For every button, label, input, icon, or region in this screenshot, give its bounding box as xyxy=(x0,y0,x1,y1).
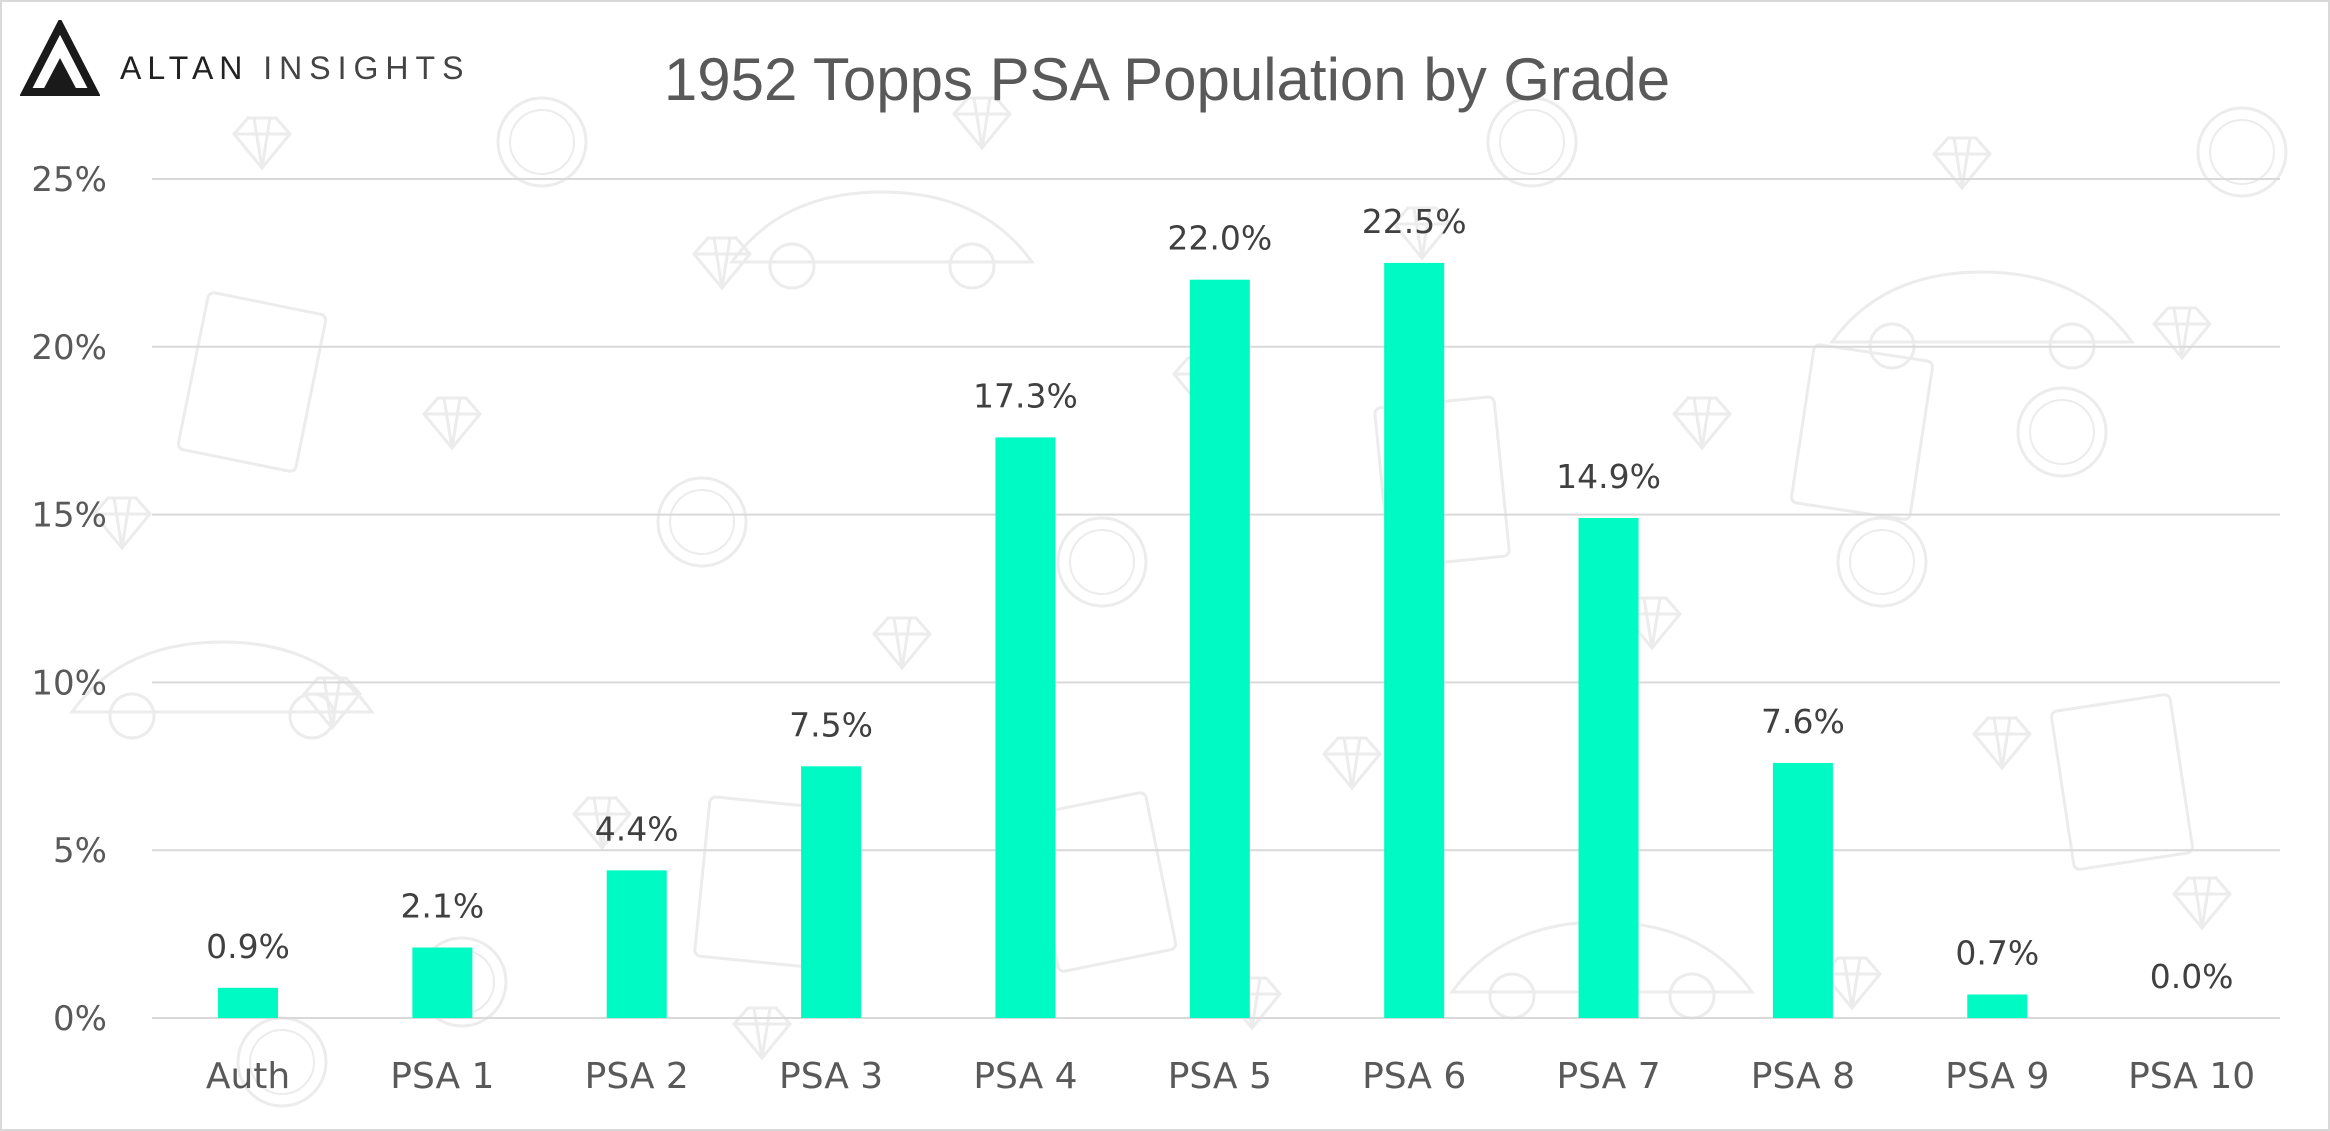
chart-title: 1952 Topps PSA Population by Grade xyxy=(664,46,1670,113)
background-coin-inner-icon xyxy=(509,109,575,175)
background-car-icon xyxy=(729,190,1035,264)
background-coin-inner-icon xyxy=(669,489,735,555)
y-axis-ticks: 0% 5% 10% 15% 20% 25% xyxy=(31,160,107,1039)
logo-word-insights: INSIGHTS xyxy=(263,50,471,86)
data-label: 14.9% xyxy=(1556,457,1661,496)
x-category-label: PSA 3 xyxy=(779,1056,883,1097)
x-category-label: Auth xyxy=(206,1056,290,1097)
data-label: 7.5% xyxy=(789,705,873,744)
background-diamond-icon xyxy=(872,616,932,671)
y-tick-label: 0% xyxy=(53,999,107,1039)
background-wheel-icon xyxy=(108,692,156,740)
x-category-label: PSA 8 xyxy=(1751,1056,1855,1097)
x-axis-categories: Auth PSA 1 PSA 2 PSA 3 PSA 4 PSA 5 PSA 6 PSA 7 P… xyxy=(206,1056,2255,1097)
background-diamond-icon xyxy=(1392,206,1452,261)
data-label: 0.0% xyxy=(2150,957,2234,996)
background-diamond-icon xyxy=(952,96,1012,151)
y-tick-label: 10% xyxy=(31,663,107,703)
background-coin-inner-icon xyxy=(2029,399,2095,465)
bar xyxy=(1384,262,1445,1018)
background-coin-icon xyxy=(496,96,588,188)
background-wheel-icon xyxy=(948,242,996,290)
background-coin-icon xyxy=(656,476,748,568)
background-diamond-icon xyxy=(732,1006,792,1061)
bar xyxy=(1772,762,1833,1018)
y-tick-label: 20% xyxy=(31,328,107,368)
background-diamond-icon xyxy=(1672,396,1732,451)
background-diamond-icon xyxy=(422,396,482,451)
background-coin-icon xyxy=(1836,516,1928,608)
background-coin-inner-icon xyxy=(1069,529,1135,595)
background-diamond-icon xyxy=(232,116,292,171)
x-category-label: PSA 7 xyxy=(1556,1056,1660,1097)
data-label: 22.5% xyxy=(1362,202,1467,241)
x-category-label: PSA 1 xyxy=(390,1056,494,1097)
x-category-label: PSA 5 xyxy=(1168,1056,1272,1097)
x-category-label: PSA 4 xyxy=(973,1056,1077,1097)
background-trading-card-icon xyxy=(176,291,328,473)
background-diamond-icon xyxy=(2172,876,2232,931)
bars xyxy=(218,262,2028,1018)
bar xyxy=(606,870,667,1018)
background-diamond-icon xyxy=(1822,956,1882,1011)
background-trading-card-icon xyxy=(1790,343,1934,521)
background-car-icon xyxy=(1829,270,2135,344)
background-diamond-icon xyxy=(1932,136,1992,191)
background-wheel-icon xyxy=(768,242,816,290)
data-label: 17.3% xyxy=(973,376,1078,415)
bar xyxy=(1967,994,2028,1018)
data-label: 0.9% xyxy=(206,927,290,966)
background-coin-icon xyxy=(2016,386,2108,478)
background-diamond-icon xyxy=(1322,736,1382,791)
altan-triangle-logo-icon xyxy=(19,17,101,96)
background-coin-icon xyxy=(1486,96,1578,188)
data-label: 7.6% xyxy=(1761,702,1845,741)
background-coin-icon xyxy=(1056,516,1148,608)
background-coin-icon xyxy=(2196,106,2288,198)
y-tick-label: 15% xyxy=(31,496,107,536)
data-labels: 0.9% 2.1% 4.4% 7.5% 17.3% 22.0% 22.5% 14.9% 7.6%… xyxy=(206,202,2233,996)
background-diamond-icon xyxy=(92,496,152,551)
bar xyxy=(1578,517,1639,1018)
background-diamond-icon xyxy=(1972,716,2032,771)
bar xyxy=(1189,279,1250,1018)
x-category-label: PSA 10 xyxy=(2128,1056,2255,1097)
data-label: 2.1% xyxy=(400,887,484,926)
background-diamond-icon xyxy=(2152,306,2212,361)
y-tick-label: 5% xyxy=(53,831,107,871)
y-tick-label: 25% xyxy=(31,160,107,200)
background-coin-inner-icon xyxy=(1499,109,1565,175)
background-coin-inner-icon xyxy=(2209,119,2275,185)
logo-word-altan: ALTAN xyxy=(120,50,249,86)
bar xyxy=(218,987,278,1018)
x-category-label: PSA 2 xyxy=(585,1056,689,1097)
bar xyxy=(412,947,473,1018)
background-coin-inner-icon xyxy=(249,1029,315,1095)
data-label: 22.0% xyxy=(1167,219,1272,258)
data-label: 4.4% xyxy=(595,809,679,848)
background-coin-inner-icon xyxy=(1849,529,1915,595)
background-trading-card-icon xyxy=(2050,693,2194,871)
bar xyxy=(801,766,862,1018)
brand-logo: ALTAN INSIGHTS xyxy=(19,17,480,100)
background-diamond-icon xyxy=(572,796,632,851)
background-wheel-icon xyxy=(288,692,336,740)
data-label: 0.7% xyxy=(1955,934,2039,973)
x-category-label: PSA 9 xyxy=(1945,1056,2049,1097)
x-category-label: PSA 6 xyxy=(1362,1056,1466,1097)
bar xyxy=(995,437,1056,1018)
